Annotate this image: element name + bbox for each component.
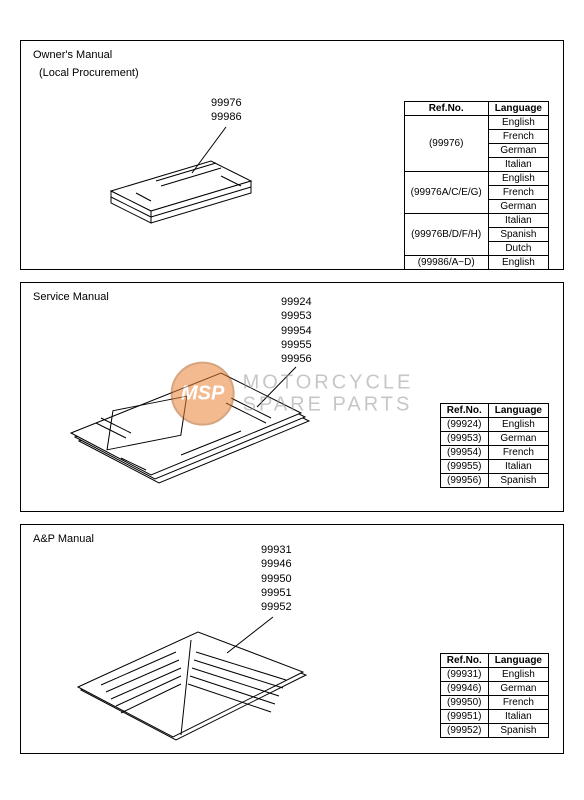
owners-manual-illustration [101,151,261,241]
ref-label: 99924 [281,295,312,309]
table-header: Ref.No. [440,404,488,418]
table-cell: German [488,432,548,446]
ref-label: 99951 [261,586,292,600]
table-cell: English [488,418,548,432]
ref-label: 99953 [281,309,312,323]
table-cell: English [488,116,548,130]
table-header: Language [488,654,548,668]
table-cell: (99931) [440,668,488,682]
leader-line [251,363,311,413]
table-cell: Italian [488,158,548,172]
table-cell: English [488,668,548,682]
table-cell: (99976A/C/E/G) [404,172,488,214]
owners-manual-panel: Owner's Manual (Local Procurement) 99976… [20,40,564,270]
ref-label: 99931 [261,543,292,557]
table-cell: (99946) [440,682,488,696]
table-cell: German [488,200,548,214]
table-cell: Italian [488,710,548,724]
table-cell: (99956) [440,474,488,488]
ap-ref-table: Ref.No. Language (99931)English (99946)G… [440,653,549,738]
table-cell: Spanish [488,474,548,488]
table-cell: Spanish [488,228,548,242]
ref-label: 99955 [281,338,312,352]
ap-manual-panel: A&P Manual 99931 99946 99950 99951 99952… [20,524,564,754]
ref-label: 99950 [261,572,292,586]
table-cell: (99955) [440,460,488,474]
service-manual-panel: Service Manual 99924 99953 99954 99955 9… [20,282,564,512]
table-cell: (99954) [440,446,488,460]
table-cell: German [488,682,548,696]
table-header: Language [488,102,548,116]
owners-ref-table: Ref.No. Language (99976)English French G… [404,101,549,270]
table-cell: English [488,256,548,270]
table-cell: Dutch [488,242,548,256]
owners-title: Owner's Manual [33,49,112,61]
table-cell: (99951) [440,710,488,724]
table-cell: (99952) [440,724,488,738]
table-cell: French [488,446,548,460]
table-cell: Italian [488,214,548,228]
table-cell: French [488,130,548,144]
leader-line [221,613,281,663]
table-cell: German [488,144,548,158]
owners-subtitle: (Local Procurement) [39,67,139,79]
ref-label: 99946 [261,557,292,571]
table-header: Ref.No. [440,654,488,668]
table-cell: Spanish [488,724,548,738]
table-header: Language [488,404,548,418]
table-cell: (99953) [440,432,488,446]
table-cell: French [488,696,548,710]
table-cell: Italian [488,460,548,474]
service-ref-labels: 99924 99953 99954 99955 99956 [281,295,312,366]
service-ref-table: Ref.No. Language (99924)English (99953)G… [440,403,549,488]
owners-ref-labels: 99976 99986 [211,96,242,125]
table-cell: (99950) [440,696,488,710]
table-cell: (99976) [404,116,488,172]
leader-line [186,123,236,183]
table-cell: (99976B/D/F/H) [404,214,488,256]
service-title: Service Manual [33,291,109,303]
ref-label: 99954 [281,324,312,338]
table-header: Ref.No. [404,102,488,116]
table-cell: (99924) [440,418,488,432]
table-cell: (99986/A~D) [404,256,488,270]
ref-label: 99976 [211,96,242,110]
ap-ref-labels: 99931 99946 99950 99951 99952 [261,543,292,614]
table-cell: French [488,186,548,200]
table-cell: English [488,172,548,186]
ap-title: A&P Manual [33,533,94,545]
